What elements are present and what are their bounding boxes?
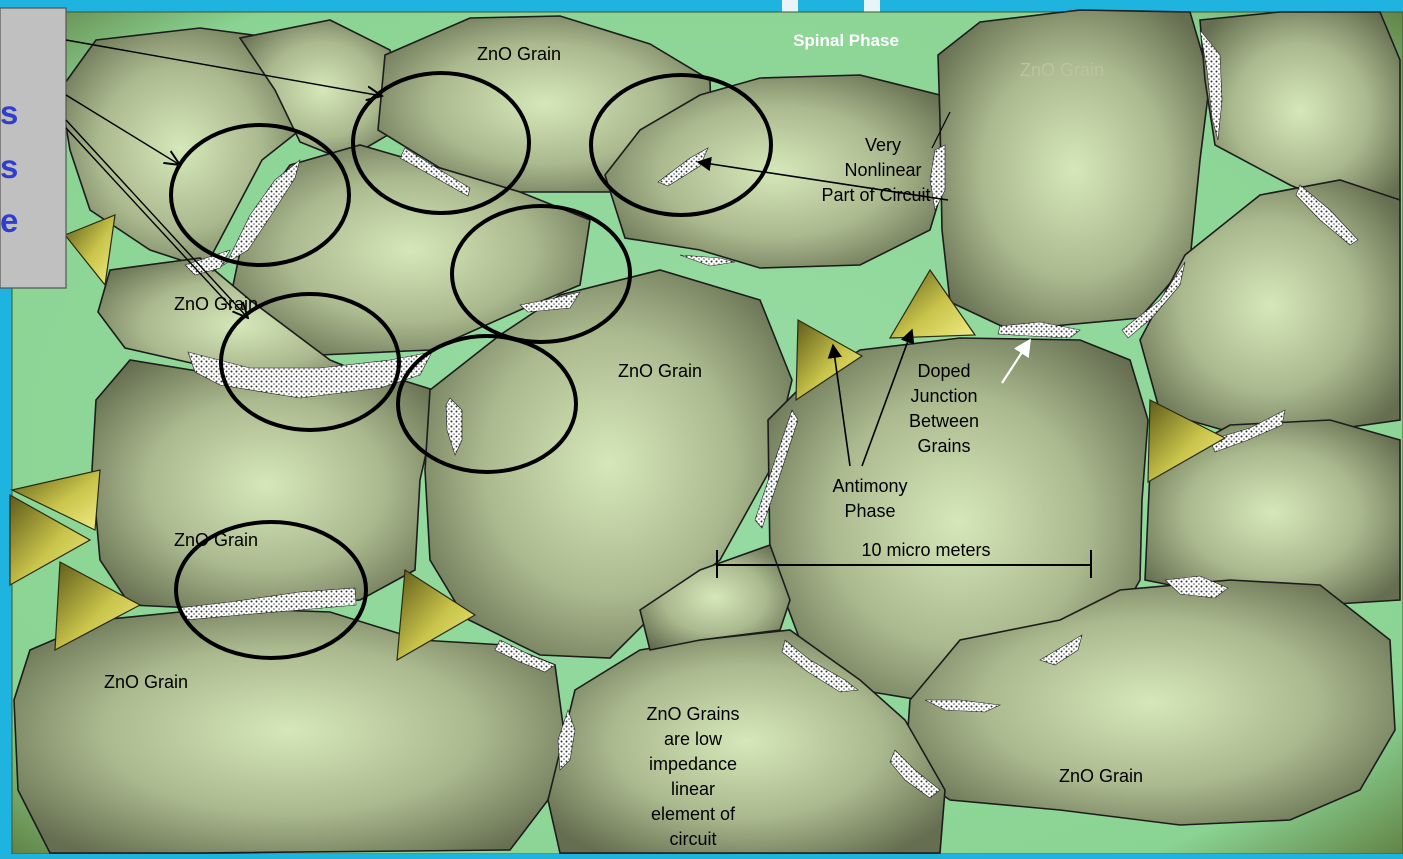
highlight-circle	[589, 73, 773, 217]
antimony-triangle	[888, 268, 977, 339]
grain	[937, 9, 1211, 331]
header-bar-segment	[782, 0, 798, 12]
antimony-triangle	[64, 214, 116, 287]
highlight-circle	[169, 123, 351, 267]
grain	[424, 269, 793, 659]
callout-arrow	[65, 127, 233, 309]
grain	[639, 543, 791, 651]
grain	[13, 607, 566, 854]
zno-grain-label: ZnO Grain	[618, 361, 702, 381]
doped-junction-label-line: Grains	[917, 436, 970, 456]
antimony-triangle	[795, 318, 864, 402]
junction	[781, 639, 859, 693]
low-impedance-label-line: element of	[651, 804, 736, 824]
junction	[177, 587, 357, 621]
left-panel-text-2: s	[0, 148, 18, 185]
antimony-label-line: Antimony	[832, 476, 907, 496]
antimony-arrow-1	[827, 343, 851, 467]
junction	[754, 409, 799, 529]
low-impedance-label-line: impedance	[649, 754, 737, 774]
left-panel-text-1: s	[0, 94, 18, 131]
spinal-phase-label: Spinal Phase	[793, 31, 899, 50]
nonlinear-label-line: Part of Circuit	[821, 185, 930, 205]
zno-grain-label: ZnO Grain	[104, 672, 188, 692]
junction	[399, 147, 471, 197]
junction	[889, 749, 941, 799]
low-impedance-label-line: linear	[671, 779, 715, 799]
diagram-labels: Spinal Phase ZnO Grain ZnO Grain ZnO Gra…	[104, 31, 1143, 849]
junction	[1295, 184, 1359, 246]
highlight-circle	[174, 520, 368, 660]
nonlinear-arrow	[696, 156, 949, 201]
junction-arrow	[1001, 338, 1031, 384]
zno-grains	[13, 9, 1401, 854]
junction	[1209, 409, 1286, 453]
header-bar-segment	[864, 0, 880, 12]
left-panel-text-3: e	[0, 202, 18, 239]
junction	[1121, 261, 1186, 339]
nonlinear-label-line: Nonlinear	[844, 160, 921, 180]
callout-arrow	[65, 94, 180, 165]
nonlinear-label-line: Very	[865, 135, 901, 155]
junction	[924, 699, 1002, 713]
low-impedance-label-line: ZnO Grains	[646, 704, 739, 724]
zno-grain-label: ZnO Grain	[174, 530, 258, 550]
zno-grain-label: ZnO Grain	[477, 44, 561, 64]
junction	[494, 639, 556, 673]
junction	[445, 397, 463, 456]
highlight-circle	[450, 204, 632, 344]
callout-arrow	[65, 39, 382, 96]
low-impedance-label-line: are low	[664, 729, 723, 749]
junction	[211, 159, 301, 273]
zno-grain-label-faded: ZnO Grain	[1020, 60, 1104, 80]
junction	[929, 144, 946, 211]
junction	[1199, 29, 1223, 141]
doped-junction-label-line: Between	[909, 411, 979, 431]
highlight-circle	[219, 292, 401, 432]
scale-bar	[716, 550, 1092, 578]
grain	[238, 19, 406, 161]
highlight-circles	[169, 71, 773, 660]
low-impedance-label-line: circuit	[669, 829, 716, 849]
antimony-triangle	[1147, 399, 1227, 484]
doped-junction-label-line: Junction	[910, 386, 977, 406]
junction	[1039, 634, 1083, 666]
antimony-phase-particles	[9, 214, 1227, 662]
junction	[679, 254, 736, 267]
antimony-triangle	[54, 561, 142, 652]
grain	[904, 579, 1396, 826]
zno-grain-label: ZnO Grain	[1059, 766, 1143, 786]
antimony-arrow-2	[861, 328, 915, 467]
doped-junction-label-line: Doped	[917, 361, 970, 381]
doped-junctions	[177, 29, 1359, 799]
zno-grain-label: ZnO Grain	[174, 294, 258, 314]
left-callout-panel	[0, 7, 67, 289]
callout-arrows	[65, 39, 382, 318]
junction	[187, 351, 433, 399]
callout-arrow	[65, 119, 248, 318]
junction	[557, 709, 576, 771]
antimony-label-line: Phase	[844, 501, 895, 521]
nonlinear-leader-line	[931, 111, 951, 149]
junction	[997, 321, 1081, 339]
scale-bar-label: 10 micro meters	[861, 540, 990, 560]
highlight-circle	[396, 334, 578, 474]
junction	[519, 291, 581, 313]
antimony-triangle	[396, 568, 477, 662]
antimony-triangle	[10, 469, 101, 531]
antimony-triangle	[9, 493, 92, 587]
highlight-circle	[351, 71, 531, 215]
junction	[1164, 575, 1229, 599]
